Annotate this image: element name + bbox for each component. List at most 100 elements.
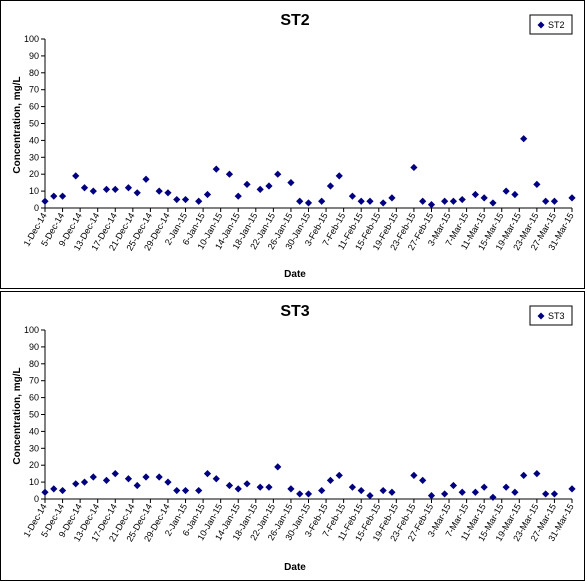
data-point <box>164 189 172 197</box>
data-point <box>72 480 80 488</box>
data-point <box>318 486 326 495</box>
legend-marker <box>537 312 545 320</box>
data-point <box>124 184 133 192</box>
data-point <box>296 490 304 498</box>
chart-panel-st3: ST3 Date Concentration, mg/L ST3 0 10 20 30… <box>0 291 585 581</box>
data-point <box>419 197 427 205</box>
data-point <box>502 483 510 491</box>
y-tick-label: 100 <box>24 325 39 335</box>
data-point <box>348 192 357 200</box>
data-point <box>181 486 190 495</box>
chart-svg-st2: ST2 Date Concentration, mg/L ST2 0 10 20 30… <box>12 12 576 280</box>
data-point <box>480 483 488 491</box>
data-point <box>72 172 80 180</box>
data-point <box>388 194 396 202</box>
y-tick-label: 0 <box>34 203 39 213</box>
data-point <box>80 184 89 192</box>
y-tick-label: 50 <box>29 119 39 129</box>
data-point <box>357 486 365 495</box>
data-point <box>441 490 449 498</box>
data-point <box>520 471 528 479</box>
chart-panel-st2: ST2 Date Concentration, mg/L ST2 0 10 20 30… <box>0 0 585 289</box>
y-tick-label: 0 <box>34 494 39 504</box>
y-tick-label: 90 <box>29 51 39 61</box>
y-tick-label: 20 <box>29 460 39 470</box>
data-point <box>142 473 150 481</box>
y-tick-label: 60 <box>29 102 39 112</box>
plot-area: 01020304050607080901001-Dec-145-Dec-149-… <box>22 34 576 252</box>
data-point <box>511 488 519 496</box>
data-point <box>458 195 466 204</box>
data-point <box>326 476 335 485</box>
data-point <box>419 476 427 485</box>
chart-title: ST2 <box>280 12 309 29</box>
data-point <box>256 185 264 194</box>
data-point <box>41 197 49 205</box>
data-point <box>195 486 203 495</box>
data-point <box>326 182 335 190</box>
y-tick-label: 90 <box>29 342 39 352</box>
data-point <box>133 481 141 490</box>
data-point <box>203 190 212 199</box>
data-point <box>458 488 466 496</box>
y-tick-label: 10 <box>29 186 39 196</box>
data-point <box>388 488 396 496</box>
data-point <box>58 486 67 495</box>
data-point <box>80 478 89 486</box>
data-point <box>449 197 458 205</box>
data-point <box>511 190 519 199</box>
data-point <box>203 470 212 478</box>
data-point <box>550 197 559 205</box>
y-tick-label: 40 <box>29 426 39 436</box>
y-tick-label: 30 <box>29 443 39 453</box>
data-point <box>41 488 49 496</box>
plot-area: 01020304050607080901001-Dec-145-Dec-149-… <box>22 325 576 543</box>
data-point <box>155 187 163 195</box>
legend-label: ST2 <box>548 20 565 30</box>
legend-box <box>529 305 573 326</box>
data-point <box>357 197 365 205</box>
y-tick-label: 10 <box>29 477 39 487</box>
data-point <box>471 190 479 199</box>
data-point <box>265 483 273 491</box>
data-point <box>274 463 282 471</box>
data-point <box>58 192 67 200</box>
data-point <box>480 194 488 202</box>
data-point <box>441 197 449 205</box>
data-point <box>225 481 234 490</box>
y-axis-title: Concentration, mg/L <box>12 76 23 173</box>
data-point <box>366 197 374 205</box>
y-tick-label: 40 <box>29 135 39 145</box>
data-point <box>195 197 203 205</box>
y-tick-label: 70 <box>29 85 39 95</box>
data-point <box>225 170 234 178</box>
data-point <box>296 197 304 205</box>
data-point <box>50 192 58 200</box>
data-point <box>550 490 559 498</box>
data-point <box>533 180 541 188</box>
data-point <box>520 135 528 143</box>
data-point <box>212 475 220 483</box>
data-point <box>234 192 242 200</box>
data-point <box>164 478 172 486</box>
data-point <box>318 197 326 205</box>
data-point <box>379 486 387 495</box>
data-point <box>155 473 163 481</box>
data-point <box>102 476 111 485</box>
data-point <box>568 485 576 493</box>
chart-title: ST3 <box>280 303 309 320</box>
data-point <box>102 185 111 194</box>
data-point <box>89 187 97 195</box>
data-point <box>142 175 150 183</box>
y-tick-label: 20 <box>29 169 39 179</box>
data-point <box>304 490 313 498</box>
data-point <box>111 470 119 478</box>
data-point <box>471 488 479 496</box>
data-point <box>449 481 458 490</box>
data-point <box>568 194 576 202</box>
data-point <box>124 475 133 483</box>
data-point <box>243 480 251 488</box>
y-tick-label: 80 <box>29 68 39 78</box>
legend-box <box>529 14 573 35</box>
data-point <box>427 201 436 209</box>
